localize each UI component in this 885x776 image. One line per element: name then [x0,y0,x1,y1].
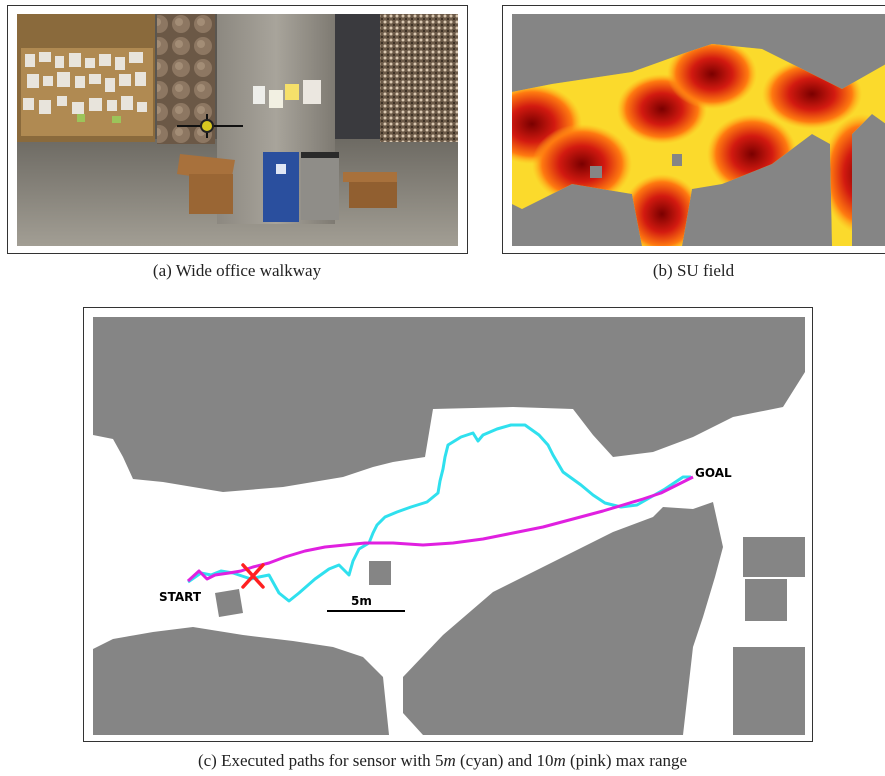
quadrotor-drone [177,114,243,138]
scale-label: 5m [351,594,372,608]
figure-a-frame [7,5,468,254]
su-field-heatmap [512,14,885,246]
figure-b-caption: (b) SU field [652,261,735,280]
bulletin-board [21,48,153,136]
figure-a-caption: (a) Wide office walkway [152,261,322,280]
goal-label: GOAL [695,466,732,480]
figure-c-caption: (c) Executed paths for sensor with 5m (c… [197,751,688,770]
path-cyan [187,423,691,603]
failure-marker [241,563,265,589]
path-map: 5m START GOAL [93,317,805,735]
path-pink [186,475,694,583]
recycling-bin [263,152,299,222]
office-walkway-photo [17,14,458,246]
figure-c-frame: 5m START GOAL [83,307,813,742]
trash-bin [301,154,339,220]
start-label: START [159,590,202,604]
bench [177,154,397,214]
figure-b-frame [502,5,885,254]
obstacle-map [93,317,805,735]
